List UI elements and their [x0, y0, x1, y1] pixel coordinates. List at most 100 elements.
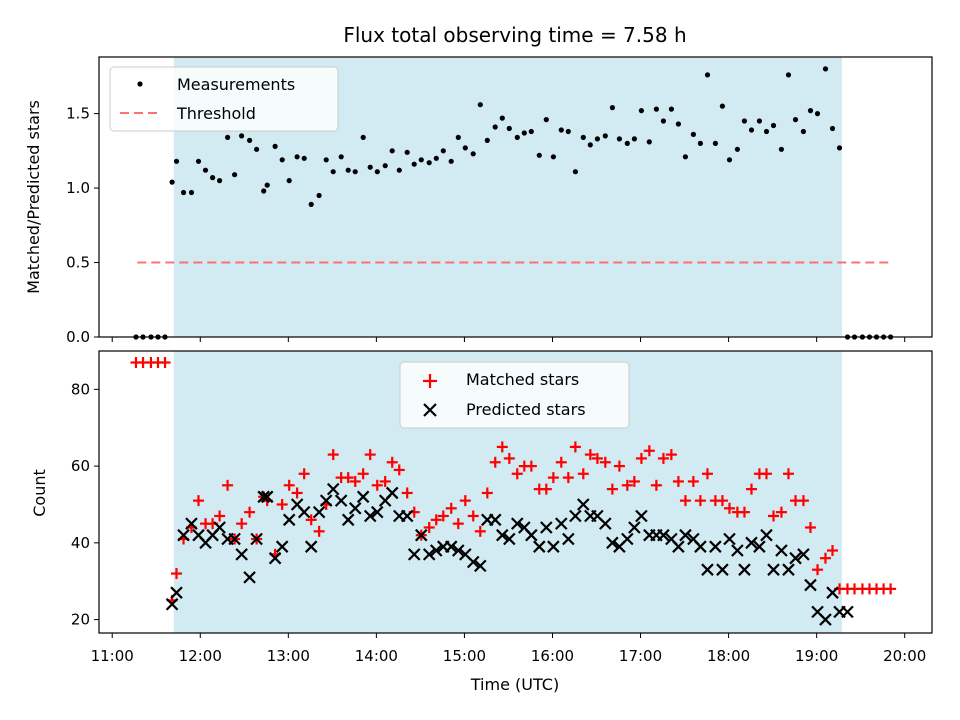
measurement-point: [247, 137, 253, 143]
measurement-point: [418, 157, 424, 163]
matched-star-point: [547, 472, 559, 484]
measurement-point: [528, 128, 534, 135]
predicted-star-point: [525, 528, 538, 542]
predicted-star-point: [370, 505, 384, 519]
predicted-star-point: [804, 578, 817, 592]
measurement-point: [836, 145, 843, 151]
matched-star-point: [665, 449, 677, 461]
measurement-point: [352, 169, 358, 175]
matched-star-point: [445, 502, 457, 514]
matched-star-point: [591, 452, 603, 464]
predicted-star-point: [312, 505, 326, 519]
matched-star-point: [489, 456, 501, 468]
predicted-star-point: [213, 521, 226, 534]
matched-star-point: [643, 445, 655, 457]
matched-star-point: [298, 468, 310, 480]
x-tick-label: 14:00: [355, 647, 398, 665]
predicted-star-point: [451, 544, 465, 557]
predicted-star-point: [228, 532, 241, 546]
predicted-star-point: [177, 528, 190, 542]
predicted-star-point: [474, 559, 487, 573]
top-panel: 0.0 0.5 1.0 1.5 Matched/Predicted stars Mea…: [24, 56, 933, 346]
matched-star-point: [364, 449, 376, 461]
legend-matched-marker: [423, 374, 437, 388]
predicted-star-point: [422, 548, 436, 561]
matched-star-point: [386, 456, 398, 468]
measurement-point: [279, 157, 285, 163]
matched-star-point: [236, 518, 248, 530]
predicted-star-point: [547, 540, 560, 553]
matched-star-point: [577, 468, 589, 480]
matched-star-point: [885, 583, 897, 595]
legend-threshold-label: Threshold: [176, 104, 256, 123]
x-tick-label: 12:00: [179, 647, 222, 665]
predicted-star-point: [400, 509, 414, 523]
measurement-point: [345, 167, 351, 173]
measurement-point: [624, 140, 630, 146]
predicted-star-point: [679, 528, 692, 542]
measurement-point: [704, 72, 711, 78]
measurement-point: [294, 154, 300, 160]
matched-star-point: [650, 479, 662, 491]
matched-star-point: [371, 479, 383, 491]
measurement-point: [660, 118, 667, 124]
x-tick-label: 13:00: [267, 647, 310, 665]
predicted-star-point: [540, 521, 553, 534]
predicted-star-point: [268, 551, 282, 565]
top-y-tick-label: 1.0: [66, 179, 90, 197]
predicted-star-point: [555, 517, 568, 530]
top-y-tick-label: 0.5: [66, 254, 90, 272]
measurement-point: [254, 146, 260, 152]
measurement-point: [404, 149, 410, 155]
measurement-point: [763, 128, 770, 135]
predicted-star-point: [407, 548, 421, 561]
matched-star-point: [687, 475, 699, 487]
bottom-y-axis-label: Count: [30, 469, 49, 517]
predicted-star-point: [767, 563, 780, 576]
measurement-point: [470, 151, 476, 157]
matched-star-point: [276, 498, 288, 510]
predicted-star-point: [341, 513, 355, 527]
measurement-point: [239, 133, 245, 139]
measurement-point: [389, 148, 395, 154]
predicted-star-point: [185, 517, 198, 530]
measurement-point: [411, 161, 417, 167]
bottom-y-tick-label: 20: [71, 611, 90, 629]
predicted-star-point: [488, 513, 502, 527]
matched-star-point: [430, 514, 442, 526]
matched-star-point: [313, 525, 325, 537]
predicted-star-point: [621, 532, 634, 546]
predicted-star-point: [797, 548, 810, 561]
measurement-point: [609, 105, 616, 111]
measurement-point: [514, 134, 520, 140]
matched-star-point: [760, 468, 772, 480]
predicted-star-point: [282, 513, 296, 527]
matched-star-point: [437, 510, 449, 522]
predicted-star-point: [260, 490, 274, 504]
measurement-point: [778, 146, 785, 152]
predicted-star-point: [385, 486, 399, 500]
matched-star-point: [812, 564, 824, 576]
top-y-tick-label: 0.0: [66, 328, 90, 346]
matched-star-point: [170, 568, 182, 580]
bottom-x-ticks: 11:00 12:00 13:00 14:00 15:00 16:00 17:00 18:00…: [91, 633, 926, 665]
matched-star-point: [723, 502, 735, 514]
matched-star-point: [562, 472, 574, 484]
measurement-point: [521, 130, 527, 136]
measurement-point: [477, 102, 483, 108]
matched-star-point: [467, 510, 479, 522]
measurement-point: [756, 118, 763, 124]
matched-star-point: [244, 506, 256, 518]
matched-star-point: [423, 521, 435, 533]
measurement-point: [286, 178, 292, 184]
measurement-point: [367, 164, 373, 170]
measurement-point: [572, 169, 579, 175]
predicted-star-point: [348, 502, 362, 515]
predicted-star-point: [635, 509, 648, 523]
matched-star-point: [745, 483, 757, 495]
measurement-point: [448, 158, 454, 164]
predicted-star-point: [257, 490, 270, 504]
matched-star-point: [679, 495, 691, 507]
predicted-star-point: [466, 555, 480, 569]
